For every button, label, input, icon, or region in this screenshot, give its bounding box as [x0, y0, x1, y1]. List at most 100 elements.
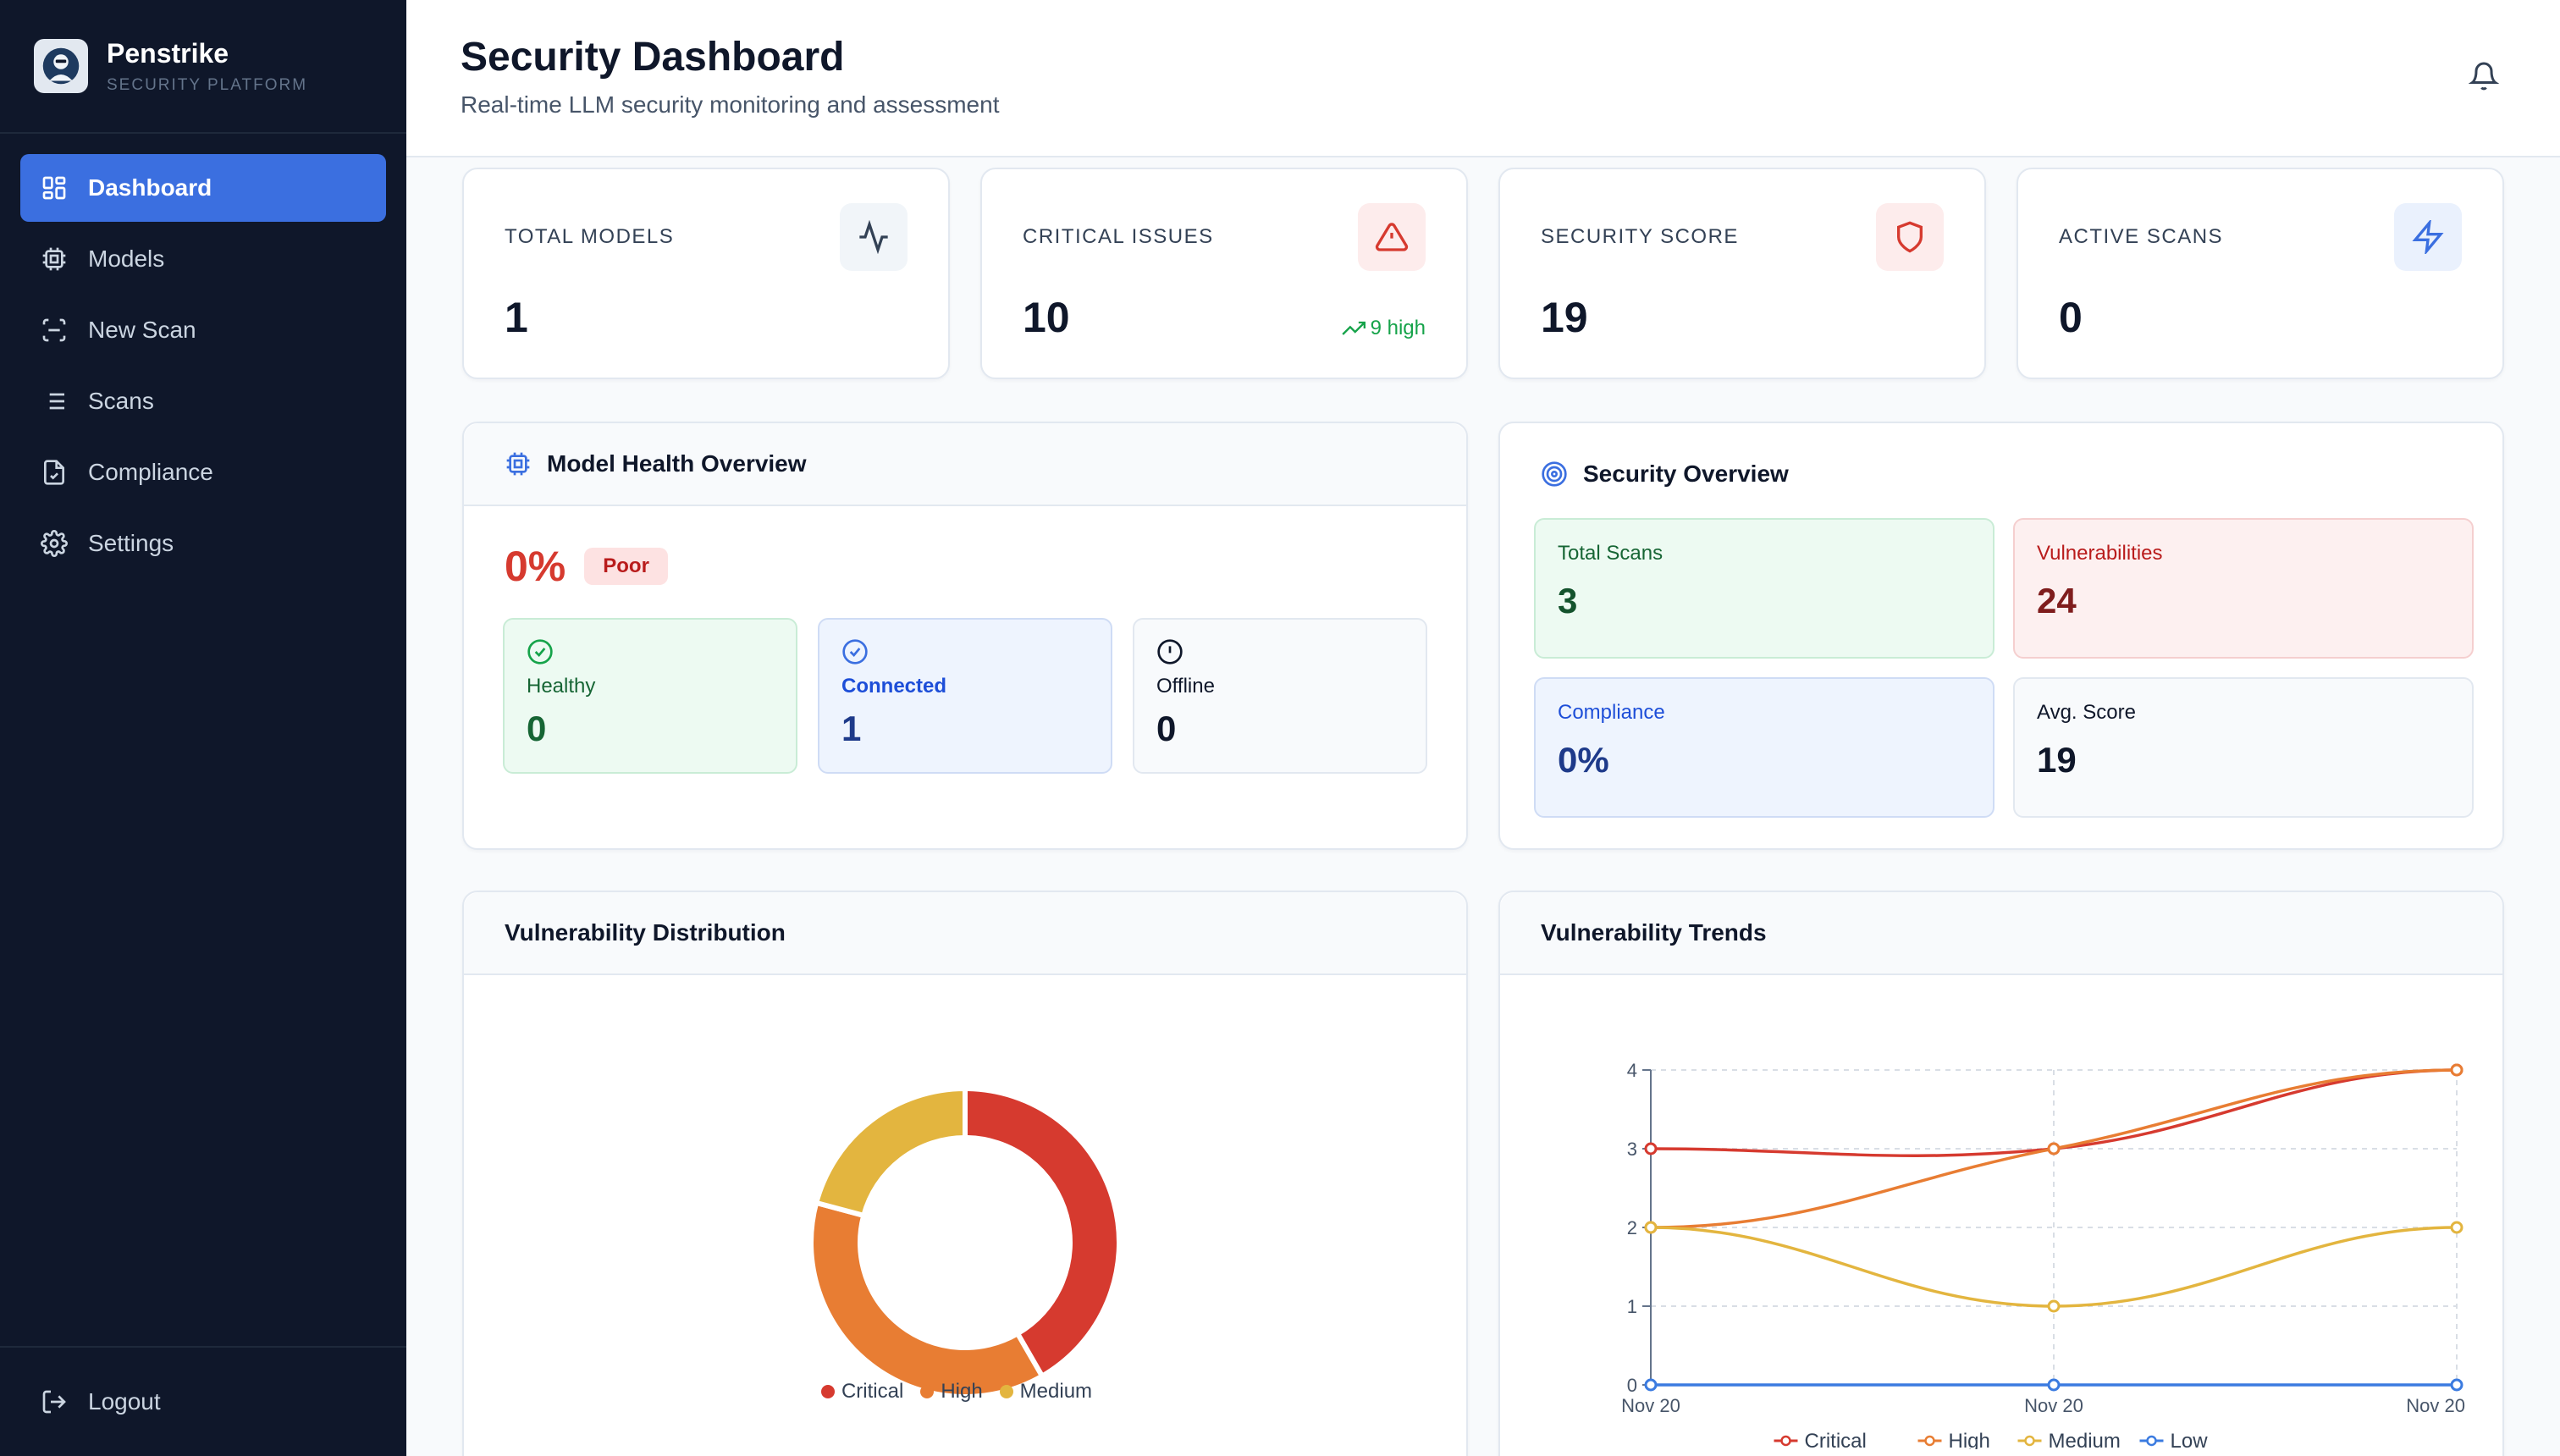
logout-button[interactable]: Logout — [20, 1368, 386, 1436]
stat-value: 0 — [2059, 294, 2083, 341]
security-overview-card: Security Overview Total Scans 3 Vulnerab… — [1498, 422, 2504, 850]
legend-item-medium[interactable]: Medium — [999, 1380, 1093, 1404]
legend-label: High — [941, 1380, 983, 1403]
stat-value: 19 — [1541, 294, 1588, 341]
check-circle-icon — [842, 639, 868, 665]
legend-item-critical[interactable]: Critical — [1774, 1430, 1867, 1449]
stat-icon-box — [840, 203, 908, 271]
overview-card-compliance: Compliance 0% — [1534, 677, 1994, 818]
health-label: Offline — [1156, 675, 1215, 698]
sidebar-item-label: Settings — [88, 530, 174, 556]
sidebar-item-label: New Scan — [88, 317, 196, 343]
legend-label: High — [1949, 1430, 1990, 1449]
sidebar-item-new-scan[interactable]: New Scan — [20, 296, 386, 364]
legend-item-high[interactable]: High — [920, 1380, 983, 1404]
data-point-low[interactable] — [1644, 1378, 1658, 1392]
brand: Penstrike SECURITY PLATFORM — [0, 0, 406, 134]
page-subtitle: Real-time LLM security monitoring and as… — [461, 91, 1000, 118]
file-check-icon — [44, 460, 64, 485]
legend-label: Critical — [1805, 1430, 1867, 1449]
data-point-critical[interactable] — [1644, 1142, 1658, 1155]
mini-label: Avg. Score — [2037, 701, 2136, 724]
stat-value: 10 — [1023, 294, 1070, 341]
legend-label: Critical — [841, 1380, 904, 1403]
brand-logo — [34, 39, 88, 93]
stat-label: CRITICAL ISSUES — [1023, 225, 1214, 248]
health-percent: 0% — [505, 543, 566, 590]
y-tick-label: 0 — [1627, 1375, 1637, 1396]
x-tick-label: Nov 20 — [2406, 1395, 2465, 1416]
legend-item-medium[interactable]: Medium — [2017, 1430, 2121, 1449]
section-title: Model Health Overview — [547, 450, 807, 477]
x-tick-label: Nov 20 — [1621, 1395, 1680, 1416]
scan-icon — [42, 318, 66, 342]
page-title: Security Dashboard — [461, 35, 845, 80]
legend-marker-dot — [1924, 1435, 1935, 1447]
donut-chart — [808, 1085, 1122, 1399]
legend-item-high[interactable]: High — [1917, 1430, 1990, 1449]
logout-icon — [42, 1390, 66, 1414]
bell-icon[interactable] — [2469, 61, 2499, 91]
stat-card-active-scans: ACTIVE SCANS 0 — [2017, 168, 2504, 379]
sidebar-item-compliance[interactable]: Compliance — [20, 438, 386, 506]
trending-up-icon — [1341, 321, 1366, 335]
stat-label: TOTAL MODELS — [505, 225, 675, 248]
sidebar-item-settings[interactable]: Settings — [20, 510, 386, 577]
mini-label: Total Scans — [1558, 542, 1663, 565]
overview-card-avg-score: Avg. Score 19 — [2013, 677, 2474, 818]
sidebar-item-dashboard[interactable]: Dashboard — [20, 154, 386, 222]
y-tick-label: 4 — [1627, 1060, 1637, 1081]
vulnerability-distribution-card: Vulnerability Distribution Critical High M… — [462, 891, 1468, 1456]
data-point-high[interactable] — [2450, 1063, 2463, 1077]
alert-circle-icon — [1157, 639, 1183, 665]
sidebar-item-scans[interactable]: Scans — [20, 367, 386, 435]
legend-marker — [920, 1385, 935, 1398]
chart-title: Vulnerability Distribution — [505, 919, 786, 946]
vulnerability-trends-card: Vulnerability Trends 0 1 2 3 4 Nov 20 Nov 20 No… — [1498, 891, 2504, 1456]
legend-item-critical[interactable]: Critical — [820, 1380, 904, 1404]
stat-icon-box — [1358, 203, 1426, 271]
donut-slice-high[interactable] — [808, 1200, 1046, 1399]
trend-indicator: 9 high — [1341, 317, 1426, 340]
sidebar: Penstrike SECURITY PLATFORM Dashboard Mo… — [0, 0, 406, 1456]
legend-marker-dot — [1780, 1435, 1791, 1447]
legend-label: Low — [2171, 1430, 2209, 1449]
app-subtitle: SECURITY PLATFORM — [107, 75, 308, 94]
dashboard-icon — [42, 176, 66, 200]
data-point-medium[interactable] — [2450, 1221, 2463, 1234]
data-point-medium[interactable] — [1644, 1221, 1658, 1234]
health-label: Connected — [841, 675, 947, 698]
target-icon — [1542, 461, 1567, 487]
sidebar-item-models[interactable]: Models — [20, 225, 386, 293]
status-badge: Poor — [584, 548, 668, 585]
bolt-icon — [2412, 220, 2444, 254]
section-title: Security Overview — [1583, 461, 1789, 487]
y-tick-label: 3 — [1627, 1139, 1637, 1160]
health-box-connected: Connected 1 — [818, 618, 1112, 774]
legend-label: Medium — [2049, 1430, 2121, 1449]
app-name: Penstrike — [107, 37, 229, 69]
stat-label: ACTIVE SCANS — [2059, 225, 2224, 248]
legend-item-low[interactable]: Low — [2139, 1430, 2209, 1449]
sidebar-item-label: Compliance — [88, 459, 213, 485]
sidebar-nav: Dashboard Models New Scan Scans Complian… — [0, 134, 406, 601]
x-tick-label: Nov 20 — [2024, 1395, 2083, 1416]
data-point-medium[interactable] — [2047, 1299, 2061, 1313]
section-header: Security Overview — [1500, 423, 2502, 525]
data-point-low[interactable] — [2450, 1378, 2463, 1392]
donut-slice-medium[interactable] — [813, 1085, 968, 1219]
logout-label: Logout — [88, 1388, 161, 1415]
sidebar-footer: Logout — [0, 1346, 406, 1456]
legend-label: Medium — [1019, 1380, 1093, 1403]
check-circle-icon — [527, 639, 553, 665]
legend-marker — [820, 1385, 835, 1398]
gear-icon — [41, 530, 68, 557]
section-header: Vulnerability Trends — [1500, 892, 2502, 975]
data-point-low[interactable] — [2047, 1378, 2061, 1392]
activity-icon — [859, 220, 888, 254]
mini-label: Vulnerabilities — [2037, 542, 2163, 565]
donut-slice-critical[interactable] — [963, 1085, 1122, 1380]
line-chart: 0 1 2 3 4 Nov 20 Nov 20 Nov 20 Critical High Mediu… — [1621, 1060, 2465, 1449]
data-point-high[interactable] — [2047, 1142, 2061, 1155]
mini-value: 3 — [1558, 581, 1578, 620]
